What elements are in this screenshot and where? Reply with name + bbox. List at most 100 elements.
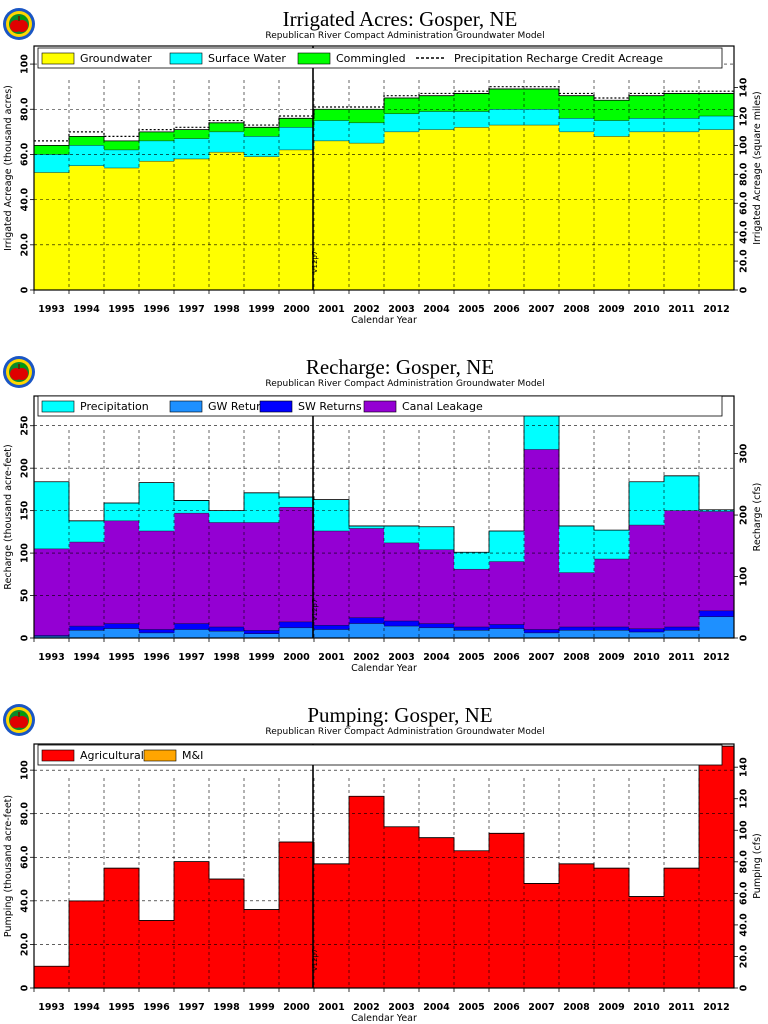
area-segment	[209, 131, 245, 153]
area-segment	[629, 481, 665, 526]
area-segment	[699, 616, 735, 638]
area-segment	[139, 482, 175, 532]
area-segment	[314, 109, 350, 121]
chart-subtitle: Republican River Compact Administration …	[265, 31, 544, 41]
area-segment	[104, 168, 140, 290]
area-segment	[349, 796, 385, 988]
legend-label: GW Returns	[208, 400, 273, 413]
logo-apple-right	[16, 20, 28, 32]
legend: Precipitation GW Returns SW Returns Canal L…	[37, 395, 723, 417]
area-segment	[69, 626, 105, 631]
area-segment	[419, 549, 455, 624]
legend-swatch	[297, 52, 331, 65]
legend-swatch	[143, 749, 177, 762]
chart-title: Irrigated Acres: Gosper, NE	[283, 7, 518, 31]
legend-swatch	[363, 400, 397, 413]
area-segment	[489, 833, 525, 988]
area-segment	[384, 542, 420, 622]
area-segment	[314, 863, 350, 988]
area-segment	[524, 125, 560, 291]
layer-boundary	[34, 88, 734, 146]
x-tick-label: 2003	[388, 1002, 414, 1013]
y2-tick-label: 20.0	[739, 944, 750, 968]
y-tick-label: 80.0	[20, 97, 31, 121]
area-segment	[314, 140, 350, 290]
area-segment	[629, 896, 665, 988]
x-tick-label: 2004	[423, 304, 450, 315]
x-tick-label: 1995	[108, 304, 134, 315]
area-segment	[69, 145, 105, 166]
legend-label: Groundwater	[80, 52, 152, 65]
legend-label: M&I	[182, 749, 203, 762]
area-segment	[279, 842, 315, 988]
x-tick-label: 2001	[318, 304, 344, 315]
legend: Groundwater Surface Water Commingled Precip…	[37, 47, 723, 69]
y2-axis-label: Recharge (cfs)	[752, 483, 763, 552]
area-segment	[699, 746, 735, 988]
x-tick-label: 1996	[143, 1002, 170, 1013]
area-segment	[524, 109, 560, 126]
area-segment	[314, 531, 350, 626]
y2-tick-label: 120	[739, 788, 750, 808]
y2-tick-label: 40.0	[739, 913, 750, 937]
y-tick-label: 0	[20, 286, 31, 293]
legend-label: Precipitation	[80, 400, 149, 413]
area-segment	[104, 868, 140, 988]
area-segment	[699, 93, 735, 117]
area-segment	[209, 522, 245, 627]
area-segment	[314, 625, 350, 630]
area-segment	[384, 131, 420, 290]
area-segment	[559, 95, 595, 119]
logo-apple-stem	[18, 364, 20, 369]
chart-title: Recharge: Gosper, NE	[306, 355, 494, 379]
y2-tick-label: 140	[739, 77, 750, 97]
area-segment	[559, 572, 595, 627]
x-tick-label: 1993	[38, 304, 64, 315]
x-tick-label: 1994	[73, 652, 100, 663]
y2-tick-label: 0	[739, 634, 750, 641]
area-segment	[174, 861, 210, 988]
area-segment	[139, 629, 175, 633]
area-segment	[104, 502, 140, 521]
x-tick-label: 2007	[528, 1002, 554, 1013]
area-segment	[314, 499, 350, 532]
area-segment	[419, 111, 455, 130]
series-sw-returns	[34, 610, 735, 637]
logo-apple-leaf	[20, 712, 26, 716]
legend-swatch	[41, 400, 75, 413]
layer-boundary	[34, 109, 734, 155]
area-segment	[349, 109, 385, 123]
area-segment	[279, 507, 315, 622]
x-tick-label: 2002	[353, 304, 379, 315]
x-tick-label: 2001	[318, 652, 344, 663]
legend-swatch	[41, 52, 75, 65]
x-tick-label: 2000	[283, 304, 310, 315]
area-segment	[524, 449, 560, 630]
area-segment	[594, 559, 630, 627]
area-segment	[629, 525, 665, 629]
y2-tick-label: 60.0	[739, 191, 750, 215]
area-segment	[244, 136, 280, 157]
area-segment	[594, 868, 630, 988]
area-segment	[209, 510, 245, 523]
area-segment	[34, 636, 70, 638]
area-segment	[664, 868, 700, 988]
area-segment	[244, 633, 280, 638]
area-segment	[594, 120, 630, 137]
x-tick-label: 2010	[633, 652, 660, 663]
area-segment	[594, 136, 630, 290]
y2-tick-label: 120	[739, 106, 750, 126]
x-tick-label: 1996	[143, 304, 170, 315]
area-segment	[419, 129, 455, 290]
area-segment	[664, 630, 700, 638]
area-segment	[104, 520, 140, 624]
series-gw-returns	[34, 616, 735, 638]
area-segment	[174, 629, 210, 638]
x-tick-label: 1996	[143, 652, 170, 663]
area-segment	[314, 629, 350, 638]
y2-tick-label: 100	[739, 566, 750, 586]
y-tick-label: 60.0	[20, 845, 31, 869]
area-segment	[699, 129, 735, 290]
